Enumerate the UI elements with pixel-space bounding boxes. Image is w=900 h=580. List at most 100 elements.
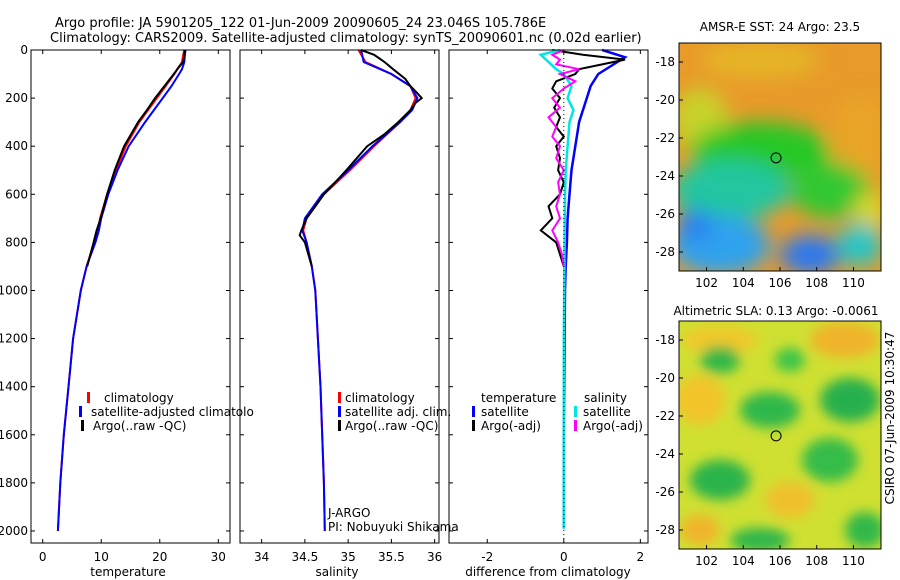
y-tick-label: 1800 — [0, 476, 28, 490]
map-y-tick-label: -20 — [655, 371, 675, 385]
legend-label-temp-satellite: satellite — [481, 405, 529, 419]
legend-swatch-sal-argo — [574, 420, 577, 431]
map-x-tick-label: 106 — [769, 276, 792, 290]
map-x-tick-label: 102 — [695, 554, 718, 568]
legend-label-sal-argo: Argo(-adj) — [583, 419, 643, 433]
legend-label-temp-argo: Argo(-adj) — [481, 419, 541, 433]
series-line-salinity-satellite — [538, 48, 575, 529]
map-y-tick-label: -28 — [655, 245, 675, 259]
figure-title-line2: Climatology: CARS2009. Satellite-adjuste… — [50, 31, 642, 46]
legend-label-satellite: satellite-adjusted climatolo — [91, 405, 254, 419]
y-tick-label: 800 — [5, 235, 28, 249]
legend-swatch-satellite — [338, 406, 341, 417]
map-y-tick-label: -28 — [655, 523, 675, 537]
difference-panel: -2 0 2 temperature satellite Argo(-adj) sa… — [448, 48, 649, 579]
x-tick-label: 10 — [94, 550, 109, 564]
legend-label-climatology: climatology — [345, 391, 415, 405]
map-y-tick-label: -18 — [655, 55, 675, 69]
y-tick-label: 1400 — [0, 380, 28, 394]
legend-swatch-argo — [338, 420, 341, 431]
legend-header-temperature: temperature — [481, 391, 556, 405]
legend-swatch-satellite — [79, 406, 82, 417]
x-tick-label: 0 — [560, 550, 568, 564]
argo-location-marker — [770, 430, 782, 442]
sla-map-title: Altimetric SLA: 0.13 Argo: -0.0061 — [673, 304, 878, 318]
map-y-tick-label: -26 — [655, 207, 675, 221]
temperature-legend: climatology satellite-adjusted climatolo… — [79, 391, 254, 433]
x-tick-label: 35.5 — [378, 550, 405, 564]
salinity-legend: climatology satellite adj. clim. Argo(..… — [327, 391, 459, 534]
generation-timestamp: CSIRO 07-Jun-2009 10:30:47 — [883, 332, 897, 505]
series-line-satellite-adj-clim- — [301, 49, 419, 532]
salinity-panel: 34 34.5 35 35.5 36 climatology satellite adj… — [239, 49, 459, 579]
temperature-axes-frame — [30, 49, 231, 544]
y-tick-label: 200 — [5, 91, 28, 105]
y-tick-label: 1600 — [0, 428, 28, 442]
legend-label-climatology: climatology — [104, 391, 174, 405]
legend-swatch-sal-satellite — [574, 406, 577, 417]
map-y-tick-label: -20 — [655, 93, 675, 107]
x-tick-label: 2 — [637, 550, 645, 564]
salinity-x-label: salinity — [315, 565, 358, 579]
y-tick-label: 600 — [5, 187, 28, 201]
legend-swatch-temp-satellite — [472, 406, 475, 417]
difference-legend: temperature satellite Argo(-adj) salinit… — [472, 391, 643, 433]
map-y-tick-label: -18 — [655, 333, 675, 347]
sla-map-panel: Altimetric SLA: 0.13 Argo: -0.0061 102 — [655, 304, 882, 568]
sst-map-title: AMSR-E SST: 24 Argo: 23.5 — [700, 20, 860, 34]
map-x-tick-label: 110 — [842, 554, 865, 568]
series-line-temperature-argo-adj- — [539, 49, 626, 267]
legend-swatch-argo — [81, 420, 84, 431]
salinity-axes-frame — [239, 49, 440, 544]
float-pi-label: PI: Nobuyuki Shikama — [328, 520, 459, 534]
sst-map-panel: AMSR-E SST: 24 Argo: 23.5 102 104 106 108 11… — [655, 20, 882, 290]
x-tick-label: 30 — [211, 550, 226, 564]
series-line-temperature-satellite — [562, 48, 628, 529]
series-line-argo-raw-qc- — [298, 49, 424, 267]
series-line-climatology — [56, 49, 186, 532]
legend-label-satellite: satellite adj. clim. — [345, 405, 451, 419]
map-y-tick-label: -22 — [655, 409, 675, 423]
y-tick-label: 2000 — [0, 524, 28, 538]
temperature-x-label: temperature — [90, 565, 165, 579]
x-tick-label: 36 — [427, 550, 442, 564]
figure-title-line1: Argo profile: JA 5901205_122 01-Jun-2009… — [55, 16, 546, 31]
legend-swatch-temp-argo — [472, 420, 475, 431]
difference-axes-frame — [448, 49, 649, 544]
map-x-tick-label: 102 — [695, 276, 718, 290]
map-x-tick-label: 106 — [769, 554, 792, 568]
map-x-tick-label: 110 — [842, 276, 865, 290]
legend-label-sal-satellite: satellite — [583, 405, 631, 419]
legend-label-argo: Argo(..raw -QC) — [93, 419, 186, 433]
x-tick-label: 0 — [39, 550, 47, 564]
x-tick-label: 35 — [341, 550, 356, 564]
map-x-tick-label: 108 — [805, 276, 828, 290]
x-tick-label: 34.5 — [292, 550, 319, 564]
map-y-tick-label: -24 — [655, 169, 675, 183]
map-x-tick-label: 104 — [732, 554, 755, 568]
legend-swatch-climatology — [338, 392, 341, 403]
y-tick-label: 400 — [5, 139, 28, 153]
legend-header-salinity: salinity — [584, 391, 627, 405]
series-line-satellite-adjusted-climatology — [56, 49, 187, 532]
difference-x-label: difference from climatology — [465, 565, 631, 579]
map-x-tick-label: 108 — [805, 554, 828, 568]
float-program-label: J-ARGO — [327, 506, 370, 520]
map-y-tick-label: -26 — [655, 485, 675, 499]
series-line-argo-raw-qc- — [86, 49, 186, 267]
map-x-tick-label: 104 — [732, 276, 755, 290]
x-tick-label: -2 — [481, 550, 493, 564]
map-y-tick-label: -22 — [655, 131, 675, 145]
y-tick-label: 0 — [20, 43, 28, 57]
legend-swatch-climatology — [87, 392, 90, 403]
legend-label-argo: Argo(..raw -QC) — [345, 419, 438, 433]
argo-location-marker — [770, 152, 782, 164]
x-tick-label: 34 — [254, 550, 269, 564]
y-tick-label: 1000 — [0, 283, 28, 297]
series-line-salinity-argo-adj- — [547, 49, 580, 267]
y-tick-label: 1200 — [0, 332, 28, 346]
x-tick-label: 20 — [152, 550, 167, 564]
map-y-tick-label: -24 — [655, 447, 675, 461]
temperature-panel: 0 10 20 30 0 200 400 600 800 1000 1200 1400 1600 1800… — [0, 43, 254, 579]
